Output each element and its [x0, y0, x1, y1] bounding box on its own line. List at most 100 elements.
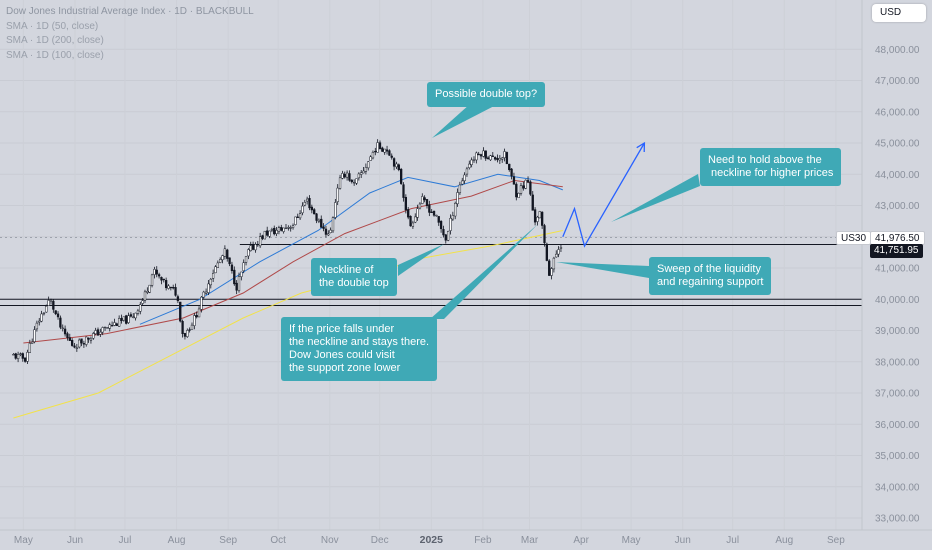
candle-up [42, 312, 46, 315]
candle-up [364, 167, 368, 172]
symbol-price-tag[interactable]: US30 [836, 231, 872, 245]
candle-down [522, 185, 525, 189]
candle-up [207, 283, 210, 293]
annotation-neckline[interactable]: Neckline of the double top [311, 258, 397, 296]
candle-up [247, 249, 250, 257]
candle-up [216, 262, 219, 268]
candle-up [327, 233, 330, 236]
candle-up [31, 341, 34, 344]
annotation-hold-above[interactable]: Need to hold above the neckline for high… [700, 148, 842, 186]
candle-down [407, 209, 410, 218]
candle-up [287, 227, 290, 229]
candle-up [352, 181, 356, 184]
candle-down [428, 204, 431, 213]
time-axis-background [0, 530, 932, 550]
candle-down [226, 249, 229, 259]
neckline-price-tag[interactable]: 41,751.95 [870, 244, 923, 258]
horizontal-levels[interactable] [0, 236, 862, 306]
legend-sma-200[interactable]: SMA · 1D (200, close) [6, 35, 104, 46]
candle-down [493, 157, 497, 160]
annotation-double-top[interactable]: Possible double top? [427, 82, 546, 107]
candle-up [103, 326, 107, 329]
candle-up [200, 296, 203, 310]
candle-up [338, 177, 342, 189]
candle-up [294, 216, 297, 225]
candle-up [298, 213, 302, 219]
sweep-pointer [556, 262, 649, 278]
time-tick-label: Jul [726, 535, 739, 546]
candle-up [270, 229, 274, 231]
candle-down [174, 287, 177, 296]
candle-down [526, 180, 530, 183]
candle-up [38, 320, 41, 323]
candle-down [80, 338, 83, 344]
candle-down [543, 225, 546, 244]
currency-button[interactable]: USD [872, 4, 926, 22]
legend-title[interactable]: Dow Jones Industrial Average Index · 1D … [6, 6, 254, 17]
price-axis[interactable]: 33,000.00 34,000.00 35,000.00 36,000.00 37,0… [861, 0, 932, 550]
candle-down [378, 142, 382, 150]
candle-up [538, 211, 541, 219]
candle-up [367, 161, 370, 169]
candle-down [157, 274, 161, 277]
price-axis-background [862, 0, 932, 550]
candle-up [127, 315, 130, 323]
candle-down [432, 210, 436, 216]
time-tick-label: 2025 [420, 534, 444, 546]
time-tick-label: Mar [521, 535, 539, 546]
candle-up [99, 331, 102, 335]
candle-down [315, 213, 318, 221]
time-axis[interactable]: May Jun Jul Aug Sep Oct Nov Dec 2025 Feb Mar Apr May… [0, 529, 932, 550]
candle-up [143, 291, 147, 301]
candle-down [496, 157, 499, 161]
candle-up [148, 284, 151, 293]
candle-up [263, 230, 266, 240]
candle-up [461, 180, 464, 185]
candle-up [465, 168, 469, 175]
candle-up [153, 269, 156, 275]
candle-up [369, 156, 372, 161]
candle-up [209, 278, 212, 286]
sma-50-line [139, 173, 563, 325]
candle-down [533, 209, 537, 223]
annotation-falls-under[interactable]: If the price falls under the neckline an… [281, 317, 438, 381]
candle-down [385, 149, 389, 152]
legend-sma-100[interactable]: SMA · 1D (100, close) [6, 49, 104, 61]
falls-under-pointer [430, 224, 538, 319]
candle-down [404, 196, 407, 211]
candle-down [56, 313, 60, 318]
projection-arrowhead [636, 141, 646, 153]
candle-down [442, 229, 445, 236]
candle-up [329, 229, 332, 233]
candle-up [223, 248, 227, 257]
candle-down [228, 257, 231, 265]
candle-down [273, 227, 276, 235]
candle-up [282, 227, 285, 232]
time-tick-label: Dec [371, 535, 389, 546]
legend-sma-50[interactable]: SMA · 1D (50, close) [6, 20, 99, 32]
candle-up [12, 354, 15, 356]
price-tick-label: 39,000.00 [875, 326, 920, 337]
candle-up [357, 173, 360, 179]
last-price-tag[interactable]: 41,976.50 [870, 231, 925, 245]
candle-up [303, 202, 306, 206]
price-tick-label: 46,000.00 [875, 107, 920, 118]
candle-up [334, 202, 337, 218]
candle-up [284, 227, 288, 230]
candle-up [555, 253, 558, 258]
candle-up [134, 312, 137, 319]
projection-path[interactable] [562, 141, 646, 248]
annotation-sweep[interactable]: Sweep of the liquidity and regaining sup… [649, 257, 772, 295]
candle-up [345, 172, 349, 178]
projection-line [562, 142, 645, 248]
candle-up [219, 259, 222, 263]
candle-up [113, 322, 116, 326]
candle-up [289, 227, 292, 229]
price-tick-label: 45,000.00 [875, 139, 920, 150]
candle-up [214, 266, 217, 274]
candle-down [280, 227, 283, 231]
candle-up [139, 304, 142, 312]
candle-up [383, 148, 386, 153]
candle-up [277, 227, 281, 232]
